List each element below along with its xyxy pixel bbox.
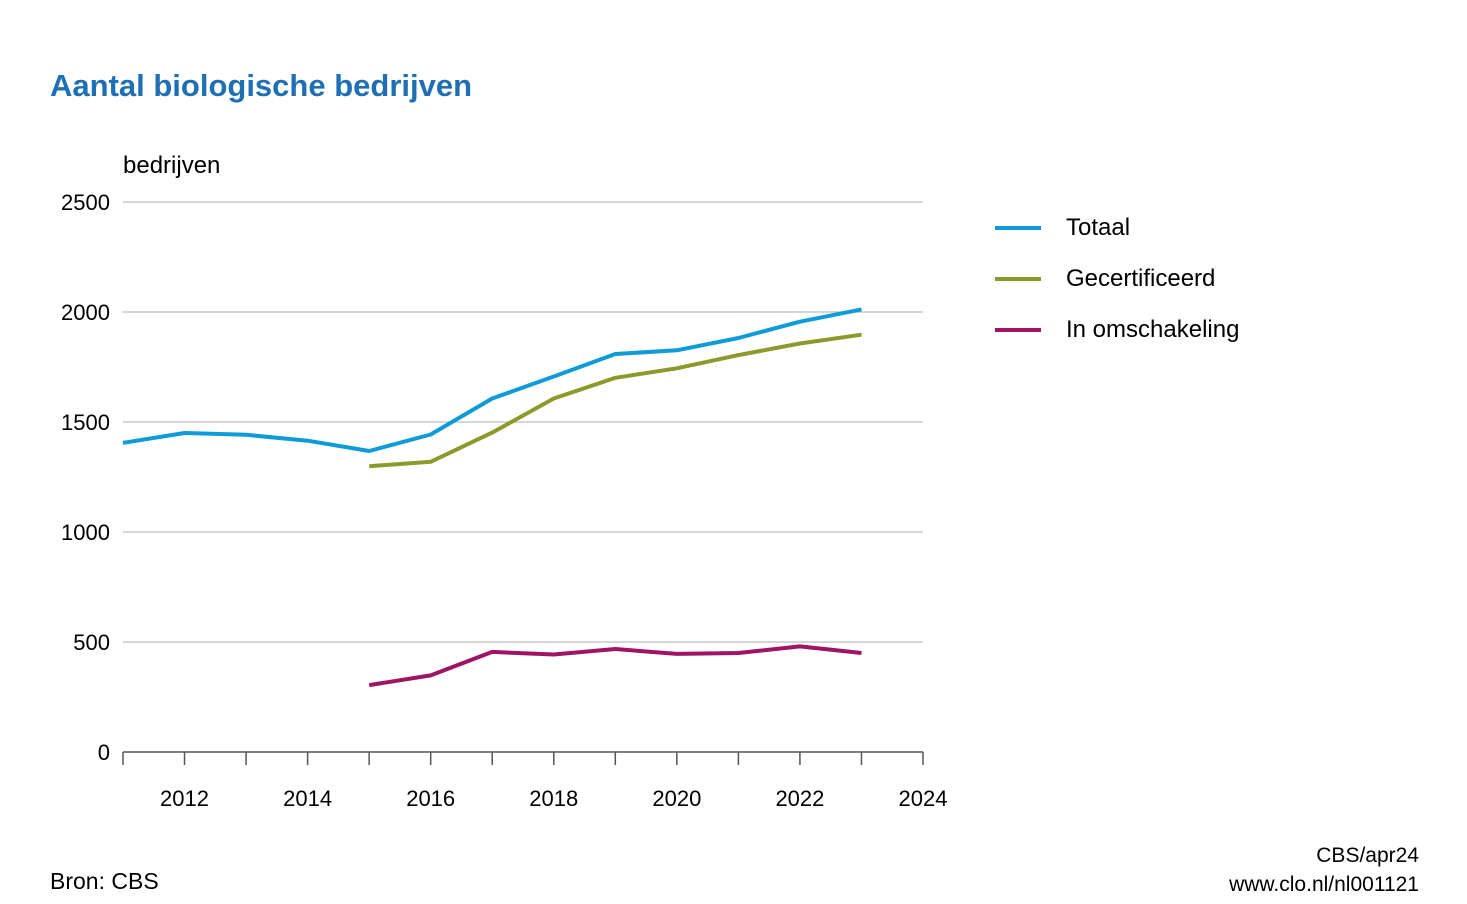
series-line-gecertificeerd: [369, 332, 862, 469]
x-tick-label-2014: 2014: [283, 786, 332, 811]
y-tick-label-2500: 2500: [61, 190, 110, 215]
x-tick-label-2016: 2016: [406, 786, 455, 811]
chart-title: Aantal biologische bedrijven: [50, 68, 473, 103]
credit-url: www.clo.nl/nl001121: [1229, 873, 1419, 896]
x-tick-label-2012: 2012: [160, 786, 209, 811]
y-axis-ticks: 0 500 1000 1500 2000 2500: [61, 190, 110, 765]
legend: Totaal Gecertificeerd In omschakeling: [995, 202, 1239, 355]
legend-label: Gecertificeerd: [1066, 264, 1216, 292]
legend-swatch: [995, 276, 1041, 281]
x-tick-label-2020: 2020: [652, 786, 701, 811]
series-line-in-omschakeling: [368, 644, 862, 688]
credit-date: CBS/apr24: [1316, 844, 1419, 867]
legend-swatch: [995, 225, 1041, 230]
x-tick-label-2022: 2022: [775, 786, 824, 811]
gridlines: [123, 201, 923, 643]
y-tick-label-2000: 2000: [61, 300, 110, 325]
source-note: Bron: CBS: [50, 868, 159, 894]
series-line-totaal: [122, 307, 862, 453]
series-lines: [122, 307, 862, 688]
x-tick-label-2024: 2024: [899, 786, 948, 811]
credit-note: CBS/apr24 www.clo.nl/nl001121: [1229, 841, 1419, 899]
y-tick-label-1500: 1500: [61, 410, 110, 435]
y-axis-label: bedrijven: [123, 152, 221, 179]
legend-label: Totaal: [1066, 213, 1131, 241]
x-axis: 2012 2014 2016 2018 2020 2022 2024: [122, 751, 948, 811]
legend-label: In omschakeling: [1066, 315, 1240, 343]
legend-item-totaal: Totaal: [995, 202, 1239, 253]
legend-item-in-omschakeling: In omschakeling: [995, 304, 1239, 355]
y-tick-label-1000: 1000: [61, 520, 110, 545]
legend-item-gecertificeerd: Gecertificeerd: [995, 253, 1239, 304]
legend-swatch: [995, 327, 1041, 332]
x-tick-label-2018: 2018: [529, 786, 578, 811]
y-tick-label-500: 500: [73, 630, 110, 655]
y-tick-label-0: 0: [98, 740, 110, 765]
